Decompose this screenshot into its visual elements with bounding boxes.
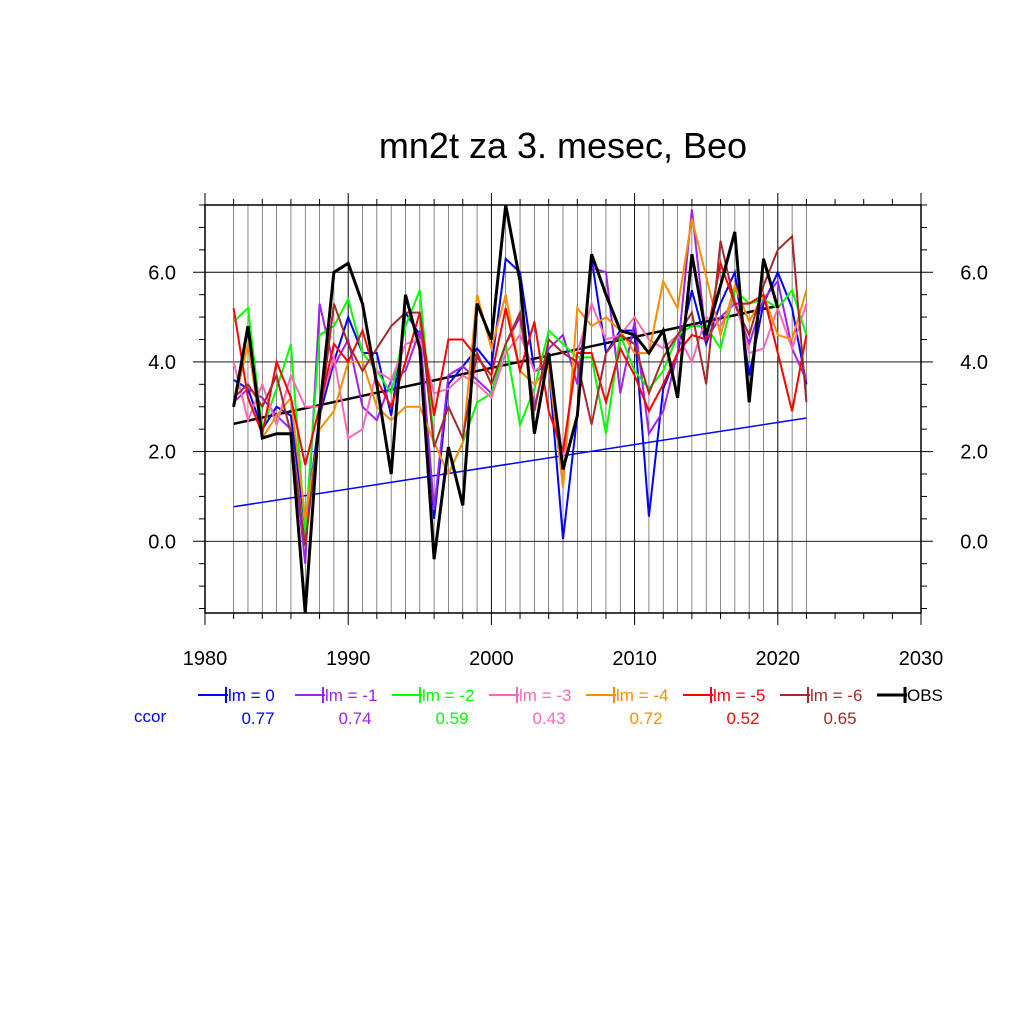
trend-line: [233, 417, 807, 508]
x-tick-label: 2020: [756, 648, 801, 670]
chart-title: mn2t za 3. mesec, Beo: [379, 125, 747, 166]
x-tick-label: 1980: [183, 648, 228, 670]
y-tick-label: 6.0: [148, 262, 176, 284]
trend-lines: [233, 304, 807, 508]
legend-label: lm = -4: [616, 686, 668, 705]
trend-line: [233, 304, 779, 426]
y-tick-label: 0.0: [148, 531, 176, 553]
plot-frame: [204, 204, 922, 614]
y-tick-label: 4.0: [148, 352, 176, 374]
y-tick-label-right: 2.0: [960, 442, 988, 464]
grid: [204, 205, 922, 613]
y-tick-label-right: 4.0: [960, 352, 988, 374]
legend-label: OBS: [907, 686, 943, 705]
legend-label: lm = -5: [713, 686, 765, 705]
ccor-value: 0.65: [823, 709, 856, 728]
x-tick-label: 2030: [899, 648, 944, 670]
legend-label: lm = -6: [810, 686, 862, 705]
x-tick-label: 2000: [469, 648, 514, 670]
legend-label: lm = -2: [422, 686, 474, 705]
y-tick-label-right: 6.0: [960, 262, 988, 284]
legend-label: lm = -1: [325, 686, 377, 705]
ccor-value: 0.72: [629, 709, 662, 728]
ccor-value: 0.59: [435, 709, 468, 728]
ccor-value: 0.77: [241, 709, 274, 728]
axes: 1980 1990 2000 2010 2020 2030 0.0 0.0 2.0 2.0 4.0 4…: [148, 193, 988, 670]
y-tick-label-right: 0.0: [960, 531, 988, 553]
y-tick-label: 2.0: [148, 442, 176, 464]
ccor-value: 0.74: [338, 709, 371, 728]
series-line: [232, 234, 808, 546]
legend-label: lm = 0: [228, 686, 275, 705]
x-tick-label: 2010: [612, 648, 657, 670]
ccor-value: 0.43: [532, 709, 565, 728]
ccor-value: 0.52: [726, 709, 759, 728]
ccor-label: ccor: [134, 707, 166, 726]
legend: lm = 0 0.77 lm = -1 0.74 lm = -2 0.59 lm = -3 0…: [134, 686, 943, 728]
x-tick-label: 1990: [326, 648, 371, 670]
legend-label: lm = -3: [519, 686, 571, 705]
